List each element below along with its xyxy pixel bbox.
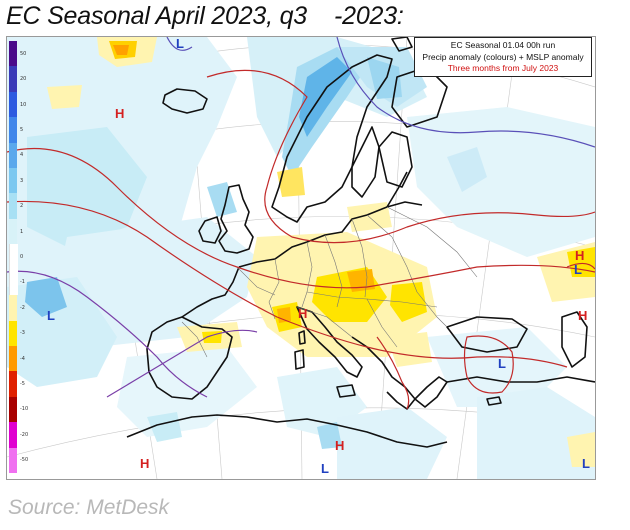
low-pressure-label: L xyxy=(498,356,506,371)
colorbar-label: 10 xyxy=(20,101,27,108)
high-pressure-label: H xyxy=(298,306,308,321)
map-title: EC Seasonal April 2023, q3 -2023: xyxy=(6,2,404,30)
colorbar-label: 4 xyxy=(20,152,24,159)
colorbar-swatch xyxy=(9,269,18,296)
colorbar-swatch xyxy=(9,117,17,143)
colorbar-label: 0 xyxy=(20,254,24,260)
colorbar-swatch xyxy=(9,168,17,194)
low-pressure-label: L xyxy=(582,456,590,471)
colorbar-swatch xyxy=(9,218,17,245)
low-pressure-label: L xyxy=(47,308,55,323)
colorbar-label: -50 xyxy=(20,457,29,464)
colorbar-swatch xyxy=(9,371,17,397)
mslp-contours xyxy=(7,37,595,410)
colorbar-label: 3 xyxy=(20,177,24,184)
precip-anomaly-map xyxy=(6,36,596,480)
info-fields: Precip anomaly (colours) + MSLP anomaly xyxy=(422,51,584,62)
colorbar-label: -5 xyxy=(20,381,25,388)
colorbar-label: 50 xyxy=(20,50,27,57)
colorbar-label: -3 xyxy=(20,330,25,337)
colorbar-swatch xyxy=(9,66,17,92)
wet-anomaly-areas xyxy=(7,37,595,479)
colorbar-swatch xyxy=(9,41,17,67)
map-canvas xyxy=(7,37,595,479)
colorbar-label: -20 xyxy=(20,431,29,438)
high-pressure-label: H xyxy=(335,438,345,453)
colorbar-swatch xyxy=(9,244,18,270)
colorbar-swatch xyxy=(9,447,17,473)
low-pressure-label: L xyxy=(574,262,582,277)
colorbar-label: -1 xyxy=(20,279,25,286)
colorbar-label: -2 xyxy=(20,304,25,311)
colorbar-swatch xyxy=(9,193,17,219)
colorbar-label: -10 xyxy=(20,406,29,413)
source-caption: Source: MetDesk xyxy=(8,496,170,519)
map-info-box: EC Seasonal 01.04 00h run Precip anomaly… xyxy=(414,37,592,77)
colorbar-swatch xyxy=(9,320,17,346)
info-run: EC Seasonal 01.04 00h run xyxy=(450,40,556,50)
colorbar-swatch xyxy=(9,422,17,448)
colorbar-swatch xyxy=(9,345,17,372)
info-period: Three months from July 2023 xyxy=(447,63,559,73)
colorbar-swatch xyxy=(9,295,17,321)
low-pressure-label: L xyxy=(321,461,329,476)
colorbar-label: 20 xyxy=(20,76,27,83)
low-pressure-label: L xyxy=(176,36,184,51)
colorbar-swatch xyxy=(9,142,17,169)
colorbar-label: 2 xyxy=(20,203,24,210)
dry-anomaly-areas xyxy=(47,37,595,467)
high-pressure-label: H xyxy=(578,308,588,323)
colorbar-swatch xyxy=(9,396,17,423)
precip-colorbar: 50 20 10 5 4 3 2 1 0 -1 -2 -3 -4 -5 -10 -20 -50 xyxy=(7,37,29,477)
high-pressure-label: H xyxy=(575,248,585,263)
colorbar-swatch xyxy=(9,91,17,118)
colorbar-label: 1 xyxy=(20,228,24,235)
high-pressure-label: H xyxy=(140,456,150,471)
colorbar-label: -4 xyxy=(20,355,25,362)
colorbar-label: 5 xyxy=(20,126,24,133)
high-pressure-label: H xyxy=(115,106,125,121)
